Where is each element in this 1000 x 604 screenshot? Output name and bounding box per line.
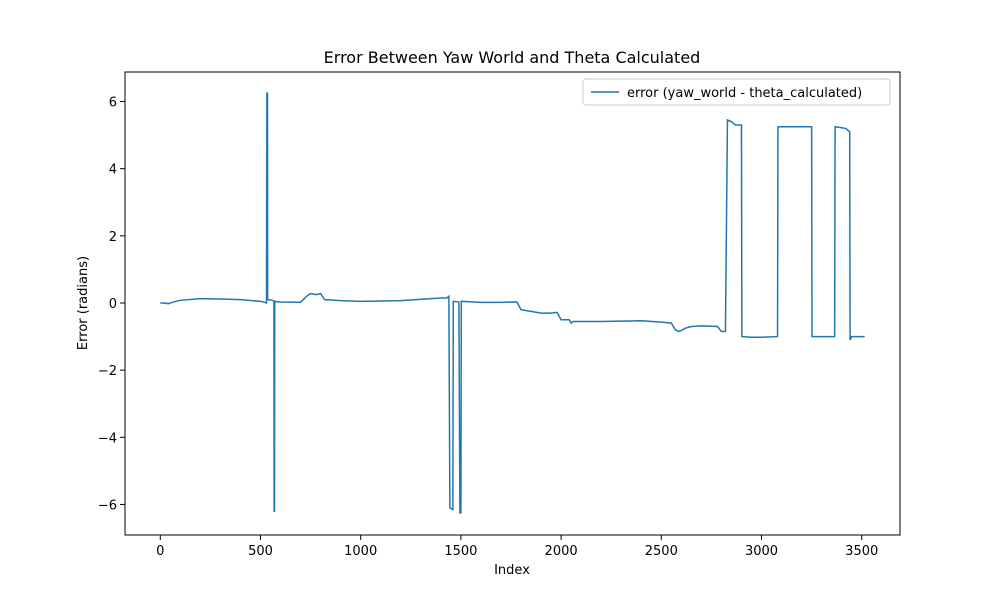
y-tick-label: −4 — [98, 431, 117, 446]
series-line — [160, 92, 865, 514]
x-tick-label: 2000 — [545, 544, 578, 559]
legend-label: error (yaw_world - theta_calculated) — [627, 86, 862, 101]
y-tick-label: −2 — [98, 364, 117, 379]
x-axis-label: Index — [494, 563, 530, 578]
y-tick-label: 2 — [109, 230, 117, 245]
x-tick-label: 2500 — [645, 544, 678, 559]
y-axis-label: Error (radians) — [76, 256, 91, 350]
chart-title: Error Between Yaw World and Theta Calcul… — [324, 48, 701, 67]
y-tick-label: −6 — [98, 498, 117, 513]
x-tick-label: 500 — [248, 544, 273, 559]
plot-frame — [124, 71, 901, 536]
x-tick-label: 1500 — [444, 544, 477, 559]
x-tick-label: 0 — [156, 544, 164, 559]
x-tick-label: 3000 — [745, 544, 778, 559]
x-tick-label: 3500 — [845, 544, 878, 559]
y-tick-label: 4 — [109, 163, 117, 178]
x-tick-label: 1000 — [344, 544, 377, 559]
y-tick-label: 6 — [109, 96, 117, 111]
y-tick-label: 0 — [109, 297, 117, 312]
legend-box — [582, 78, 891, 106]
